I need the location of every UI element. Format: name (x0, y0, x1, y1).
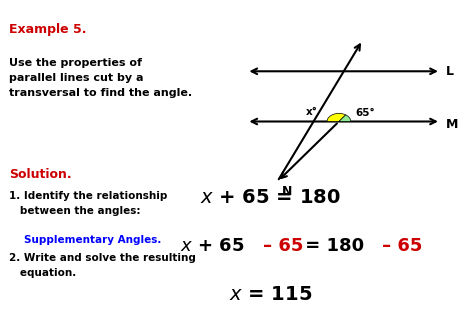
Text: Example 5.: Example 5. (9, 23, 87, 36)
Text: – 65: – 65 (263, 237, 303, 255)
Text: M: M (446, 118, 458, 131)
Text: 65°: 65° (356, 109, 375, 118)
Text: 2. Write and solve the resulting
   equation.: 2. Write and solve the resulting equatio… (9, 253, 196, 278)
Text: 1. Identify the relationship
   between the angles:: 1. Identify the relationship between the… (9, 191, 168, 216)
Text: N: N (282, 185, 292, 198)
Text: L: L (446, 65, 454, 78)
Text: Supplementary Angles.: Supplementary Angles. (24, 235, 161, 245)
Wedge shape (339, 115, 351, 122)
Text: – 65: – 65 (382, 237, 422, 255)
Text: $\mathit{x}$ + 65 = 180: $\mathit{x}$ + 65 = 180 (200, 188, 340, 207)
Text: Use the properties of
parallel lines cut by a
transversal to find the angle.: Use the properties of parallel lines cut… (9, 58, 192, 98)
Text: $\mathit{x}$ = 115: $\mathit{x}$ = 115 (228, 285, 312, 304)
Text: = 180: = 180 (299, 237, 370, 255)
Text: Solution.: Solution. (9, 168, 72, 181)
Wedge shape (327, 113, 346, 122)
Text: x°: x° (306, 107, 318, 117)
Text: $\mathit{x}$ + 65: $\mathit{x}$ + 65 (180, 237, 246, 255)
